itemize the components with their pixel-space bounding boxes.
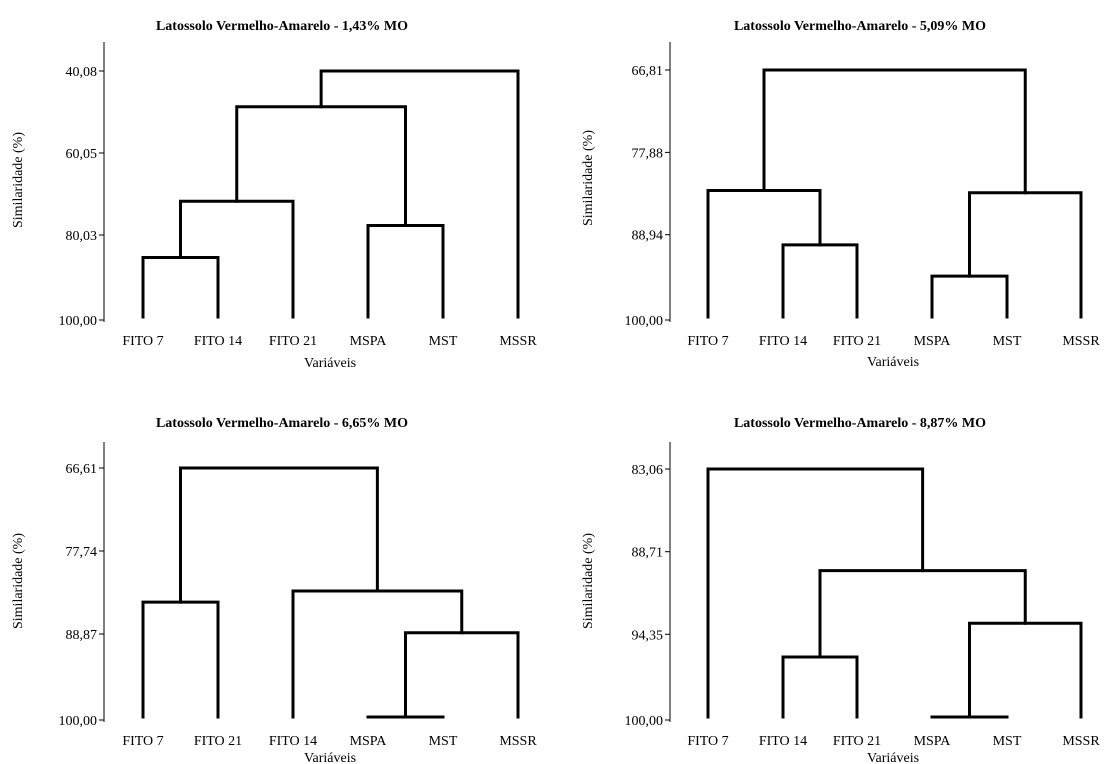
leaf-label: FITO 14 bbox=[759, 734, 807, 749]
dendrogram-link bbox=[179, 466, 379, 604]
leaf-label: FITO 7 bbox=[122, 734, 163, 749]
chart-panel-4: Latossolo Vermelho-Amarelo - 8,87% MO 83,… bbox=[581, 416, 1100, 764]
x-axis-label: Variáveis bbox=[867, 751, 919, 764]
x-axis-label: Variáveis bbox=[304, 751, 356, 764]
leaf-label: FITO 14 bbox=[269, 734, 317, 749]
leaf-label: MSPA bbox=[350, 334, 388, 349]
leaf-label: FITO 21 bbox=[833, 734, 881, 749]
dendrogram-link bbox=[968, 191, 1083, 319]
dendrogram-link bbox=[141, 255, 220, 319]
chart-panel-2: Latossolo Vermelho-Amarelo - 5,09% MO 66,… bbox=[581, 19, 1100, 370]
y-axis-label: Similaridade (%) bbox=[581, 533, 596, 629]
y-tick-label: 100,00 bbox=[625, 714, 664, 729]
leaf-label: FITO 7 bbox=[687, 334, 728, 349]
dendrogram-link bbox=[818, 569, 1027, 659]
y-tick-label: 88,94 bbox=[632, 229, 664, 244]
dendrogram-link bbox=[404, 631, 520, 719]
y-tick-label: 77,88 bbox=[632, 146, 664, 161]
dendrogram-link bbox=[319, 69, 520, 319]
dendrogram-link bbox=[781, 243, 859, 319]
y-axis-label: Similaridade (%) bbox=[11, 132, 26, 228]
chart-panel-3: Latossolo Vermelho-Amarelo - 6,65% MO 66,… bbox=[11, 416, 537, 764]
leaf-label: FITO 7 bbox=[687, 734, 728, 749]
leaf-label: FITO 14 bbox=[759, 334, 807, 349]
y-tick-label: 100,00 bbox=[59, 314, 98, 329]
x-axis-label: Variáveis bbox=[304, 356, 356, 371]
leaf-label: MSSR bbox=[499, 334, 537, 349]
leaf-label: FITO 21 bbox=[194, 734, 242, 749]
y-tick-label: 94,35 bbox=[632, 628, 664, 643]
y-axis-label: Similaridade (%) bbox=[581, 130, 596, 226]
leaf-label: MSPA bbox=[350, 734, 388, 749]
dendrogram-link bbox=[762, 68, 1027, 195]
y-axis-label: Similaridade (%) bbox=[11, 533, 26, 629]
y-tick-label: 80,03 bbox=[66, 229, 98, 244]
dendrogram-link bbox=[781, 655, 859, 719]
chart-title: Latossolo Vermelho-Amarelo - 5,09% MO bbox=[734, 19, 986, 34]
leaf-label: MSSR bbox=[499, 734, 537, 749]
y-tick-label: 88,71 bbox=[632, 546, 664, 561]
leaf-label: MSPA bbox=[914, 734, 952, 749]
chart-title: Latossolo Vermelho-Amarelo - 6,65% MO bbox=[156, 416, 408, 431]
leaf-label: FITO 21 bbox=[833, 334, 881, 349]
y-tick-label: 66,81 bbox=[632, 64, 664, 79]
y-tick-label: 100,00 bbox=[625, 314, 664, 329]
y-tick-label: 88,87 bbox=[66, 628, 98, 643]
dendrogram-link bbox=[706, 188, 822, 319]
leaf-label: FITO 21 bbox=[269, 334, 317, 349]
x-axis-label: Variáveis bbox=[867, 355, 919, 370]
dendrogram-link bbox=[930, 274, 1009, 319]
y-tick-label: 77,74 bbox=[66, 545, 98, 560]
dendrogram-link bbox=[179, 199, 295, 319]
dendrogram-link bbox=[968, 621, 1083, 719]
leaf-label: MST bbox=[993, 334, 1022, 349]
y-tick-label: 40,08 bbox=[66, 65, 98, 80]
chart-panel-1: Latossolo Vermelho-Amarelo - 1,43% MO 40,… bbox=[11, 19, 537, 371]
y-tick-label: 66,61 bbox=[66, 462, 98, 477]
chart-title: Latossolo Vermelho-Amarelo - 8,87% MO bbox=[734, 416, 986, 431]
leaf-label: FITO 7 bbox=[122, 334, 163, 349]
y-tick-label: 60,05 bbox=[66, 147, 98, 162]
dendrogram-link bbox=[366, 223, 445, 319]
dendrogram-link bbox=[291, 589, 464, 719]
leaf-label: MST bbox=[429, 734, 458, 749]
y-tick-label: 100,00 bbox=[59, 714, 98, 729]
dendrogram-link bbox=[141, 600, 220, 719]
leaf-label: FITO 14 bbox=[194, 334, 242, 349]
leaf-label: MST bbox=[993, 734, 1022, 749]
leaf-label: MSPA bbox=[914, 334, 952, 349]
chart-title: Latossolo Vermelho-Amarelo - 1,43% MO bbox=[156, 19, 408, 34]
y-tick-label: 83,06 bbox=[632, 463, 664, 478]
leaf-label: MSSR bbox=[1062, 734, 1100, 749]
dendrogram-link bbox=[706, 467, 925, 719]
leaf-label: MSSR bbox=[1062, 334, 1100, 349]
dendrogram-link bbox=[235, 105, 407, 227]
leaf-label: MST bbox=[429, 334, 458, 349]
